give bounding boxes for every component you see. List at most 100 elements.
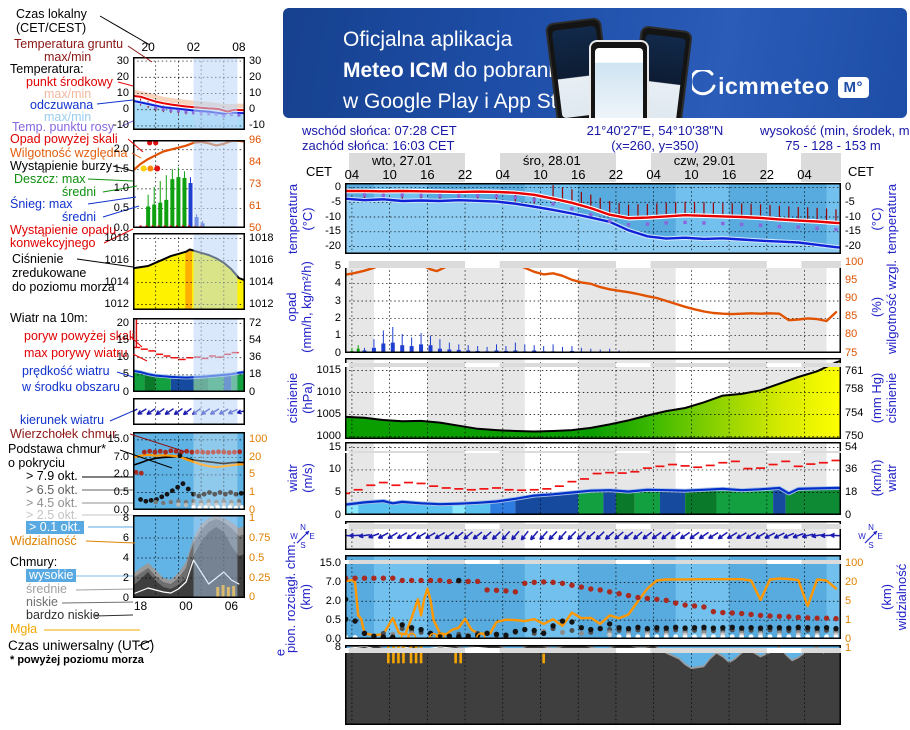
axis-tick: 1014 — [249, 276, 293, 289]
legend-item: kierunek wiatru — [20, 414, 104, 427]
cloud-cover-panel — [345, 645, 841, 725]
legend-item: Mgła — [10, 623, 37, 636]
axis-tick: 20 — [845, 576, 889, 589]
axis-tick: 20 — [249, 451, 293, 464]
axis-tick: 8 — [85, 512, 129, 525]
axis-tick: 0 — [297, 181, 341, 194]
day-band-strip — [345, 354, 841, 358]
axis-tick: -5 — [845, 196, 889, 209]
axis-tick: 1.0 — [85, 182, 129, 195]
axis-tick: 18 — [845, 486, 889, 499]
axis-tick: 15.0 — [85, 433, 129, 446]
hour-tick: 22 — [453, 167, 477, 182]
axis-tick: 54 — [845, 441, 889, 454]
icmmeteo-logo: icmmeteo M° — [692, 70, 869, 100]
axis-tick: 1 — [249, 486, 293, 499]
hour-tick: 10 — [378, 167, 402, 182]
legend-item: wysokie — [26, 569, 76, 582]
axis-tick: 4 — [297, 277, 341, 290]
axis-tick: 15 — [297, 441, 341, 454]
axis-tick: 1016 — [249, 254, 293, 267]
axis-tick: 1012 — [85, 298, 129, 311]
legend-item: * powyżej poziomu morza — [10, 654, 144, 667]
axis-tick: 90 — [845, 292, 889, 305]
axis-tick: 0.5 — [249, 552, 293, 565]
axis-tick: 0 — [85, 592, 129, 605]
svg-text:S: S — [868, 541, 873, 550]
axis-tick: 6 — [85, 532, 129, 545]
axis-tick: 0 — [297, 509, 341, 522]
compass-icon: N W E S — [290, 522, 316, 550]
banner-line2-rest: do pobrania — [448, 59, 565, 82]
axis-tick: 80 — [845, 328, 889, 341]
axis-tick: 96 — [249, 134, 293, 147]
axis-tick: 54 — [249, 334, 293, 347]
legend-item: > 7.9 okt. — [26, 470, 78, 483]
axis-tick: 5 — [845, 595, 889, 608]
legend-item: zredukowane — [12, 267, 86, 280]
axis-tick: -10 — [297, 211, 341, 224]
hour-tick: 22 — [604, 167, 628, 182]
axis-tick: 02 — [178, 41, 210, 54]
axis-tick: 1 — [845, 614, 889, 627]
svg-text:N: N — [868, 523, 874, 532]
logo-text: icmmeteo — [718, 73, 829, 99]
axis-tick: 20 — [85, 71, 129, 84]
phone-mockup-icon — [589, 40, 649, 118]
axis-tick: 2 — [85, 572, 129, 585]
hour-tick: 10 — [679, 167, 703, 182]
axis-tick: 06 — [215, 600, 247, 613]
axis-tick: -10 — [249, 119, 293, 132]
axis-tick: 10 — [249, 87, 293, 100]
axis-tick: 0.25 — [249, 572, 293, 585]
temperature-panel — [345, 183, 841, 254]
axis-tick: 10 — [85, 87, 129, 100]
axis-tick: 61 — [249, 200, 293, 213]
axis-tick: 84 — [249, 156, 293, 169]
logo-badge: M° — [838, 77, 870, 98]
legend-item: Czas uniwersalny (UTC) — [8, 639, 154, 652]
axis-tick: 1014 — [85, 276, 129, 289]
axis-tick: 5 — [297, 260, 341, 273]
day-label: wto, 27.01 — [372, 153, 432, 168]
axis-tick: 18 — [249, 368, 293, 381]
axis-tick: 7.0 — [297, 576, 341, 589]
axis-tick: 1.5 — [85, 163, 129, 176]
axis-tick: 761 — [845, 365, 889, 378]
hour-tick: 04 — [491, 167, 515, 182]
axis-tick: 15 — [85, 334, 129, 347]
axis-tick: 5 — [297, 486, 341, 499]
axis-tick: 20 — [132, 41, 164, 54]
axis-tick: 10 — [85, 351, 129, 364]
axis-tick: -15 — [845, 225, 889, 238]
sunrise-time: wschód słońca: 07:28 CET — [302, 123, 457, 138]
axis-tick: 758 — [845, 383, 889, 396]
axis-tick: 0 — [85, 386, 129, 399]
app-promo-banner[interactable]: Oficjalna aplikacja Meteo ICM do pobrani… — [283, 8, 907, 118]
axis-tick: 72 — [249, 317, 293, 330]
location-coords: 21°40'27"E, 54°10'38"N (x=260, y=350) — [530, 123, 780, 153]
meteogram-page: { "banner":{ "line1":"Oficjalna aplikacj… — [0, 0, 910, 660]
axis-tick: 0.5 — [85, 486, 129, 499]
axis-tick: -20 — [845, 240, 889, 253]
svg-text:S: S — [300, 541, 305, 550]
logo-swoosh-icon — [692, 70, 716, 100]
axis-tick: 0.5 — [85, 202, 129, 215]
axis-tick: 2 — [297, 312, 341, 325]
axis-tick: 754 — [845, 407, 889, 420]
axis-tick: 85 — [845, 310, 889, 323]
day-band-strip — [345, 640, 841, 645]
precipitation-humidity-panel — [345, 262, 841, 353]
axis-tick: 0.5 — [297, 614, 341, 627]
legend-item: Czas lokalny — [16, 8, 87, 21]
day-band-strip — [345, 440, 841, 442]
legend-item: konwekcyjnego — [10, 237, 95, 250]
legend-item: Widzialność — [10, 535, 77, 548]
legend-item: Wiatr na 10m: — [10, 312, 88, 325]
hour-tick: 16 — [415, 167, 439, 182]
svg-text:W: W — [858, 532, 866, 541]
axis-tick: 7.0 — [85, 451, 129, 464]
axis-tick: -15 — [297, 225, 341, 238]
axis-tick: 100 — [249, 433, 293, 446]
axis-tick: -20 — [297, 240, 341, 253]
